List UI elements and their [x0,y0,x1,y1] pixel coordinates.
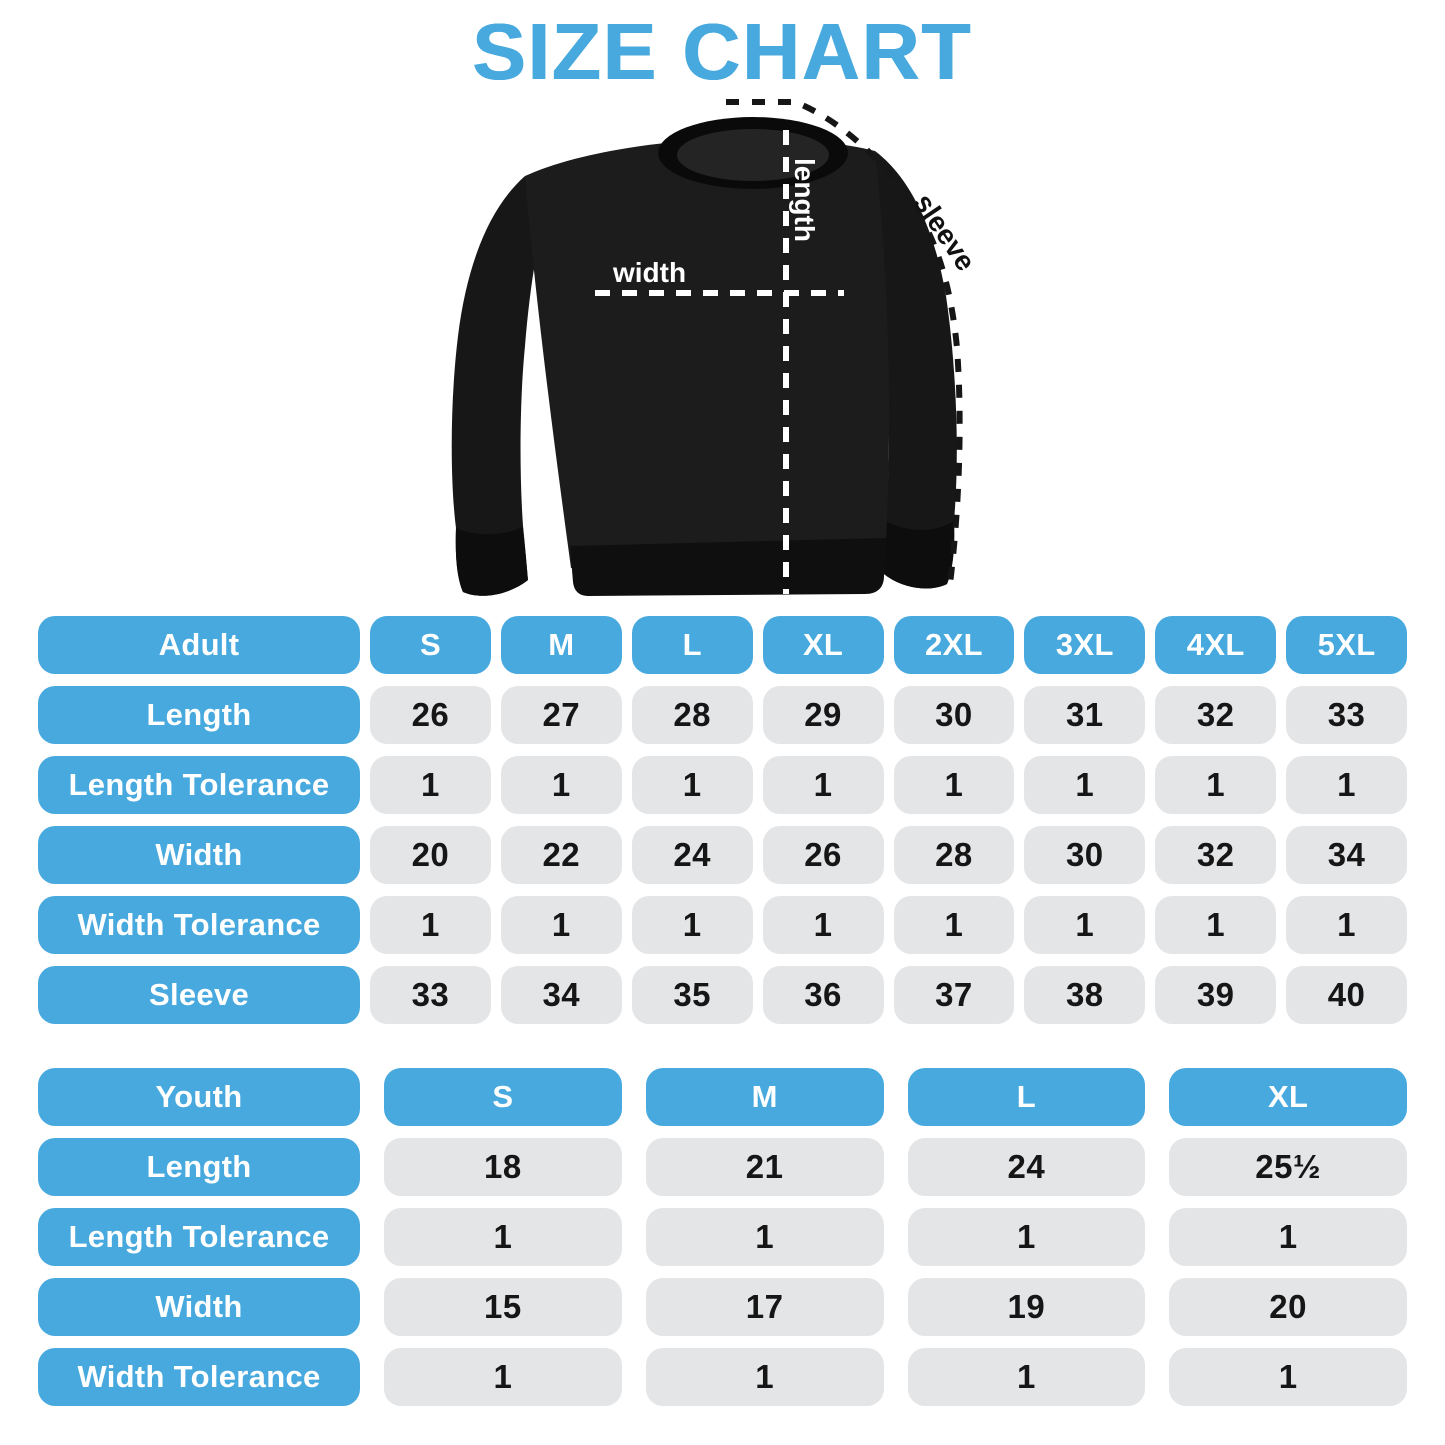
collar-inner [676,129,829,181]
value-cell: 33 [370,966,491,1024]
length-label: length [789,158,820,242]
size-column-header: M [500,616,622,674]
value-cell: 15 [384,1278,622,1336]
size-column-header: L [907,1068,1146,1126]
value-cell: 1 [1155,756,1277,814]
width-label: width [612,257,686,288]
value-cell: 1 [645,1348,884,1406]
value-cell: 27 [500,686,622,744]
size-column-header: XL [762,616,884,674]
value-cell: 1 [893,756,1015,814]
size-column-header: S [384,1068,622,1126]
value-cell: 1 [893,896,1015,954]
value-cell: 1 [907,1208,1146,1266]
value-cell: 1 [1024,896,1146,954]
value-cell: 1 [1155,896,1277,954]
value-cell: 39 [1155,966,1277,1024]
value-cell: 34 [500,966,622,1024]
value-cell: 1 [1169,1208,1407,1266]
value-cell: 30 [1024,826,1146,884]
row-label: Length [38,686,360,744]
size-column-header: M [645,1068,884,1126]
hem-band [569,538,886,596]
value-cell: 40 [1286,966,1407,1024]
value-cell: 1 [907,1348,1146,1406]
table-group-label: Adult [38,616,360,674]
torso [524,138,889,571]
value-cell: 32 [1155,686,1277,744]
value-cell: 1 [370,896,491,954]
row-label: Length Tolerance [38,756,360,814]
value-cell: 36 [762,966,884,1024]
value-cell: 24 [631,826,753,884]
size-column-header: 4XL [1155,616,1277,674]
value-cell: 1 [370,756,491,814]
row-label: Width Tolerance [38,1348,360,1406]
row-label: Width Tolerance [38,896,360,954]
value-cell: 1 [1169,1348,1407,1406]
value-cell: 22 [500,826,622,884]
left-sleeve [451,176,549,596]
right-cuff [883,521,954,589]
value-cell: 1 [384,1208,622,1266]
value-cell: 1 [1286,896,1407,954]
value-cell: 29 [762,686,884,744]
value-cell: 1 [1024,756,1146,814]
row-label: Sleeve [38,966,360,1024]
value-cell: 24 [907,1138,1146,1196]
value-cell: 1 [1286,756,1407,814]
table-group-label: Youth [38,1068,360,1126]
value-cell: 1 [500,896,622,954]
size-tables: Adult S M L XL 2XL 3XL 4XL 5XL Length 26 27 28 29 30 31… [0,616,1445,1406]
left-cuff [455,527,528,596]
size-column-header: L [631,616,753,674]
value-cell: 37 [893,966,1015,1024]
row-label: Width [38,826,360,884]
value-cell: 31 [1024,686,1146,744]
row-label: Length [38,1138,360,1196]
size-column-header: 2XL [893,616,1015,674]
value-cell: 30 [893,686,1015,744]
adult-size-table: Adult S M L XL 2XL 3XL 4XL 5XL Length 26 27 28 29 30 31… [38,616,1407,1024]
value-cell: 33 [1286,686,1407,744]
value-cell: 35 [631,966,753,1024]
value-cell: 26 [762,826,884,884]
sweatshirt-image: width length sleeve [451,99,981,596]
value-cell: 17 [645,1278,884,1336]
value-cell: 26 [370,686,491,744]
size-column-header: XL [1169,1068,1407,1126]
value-cell: 1 [500,756,622,814]
page-title: SIZE CHART [472,7,973,96]
size-column-header: S [370,616,491,674]
value-cell: 1 [762,896,884,954]
value-cell: 1 [762,756,884,814]
sweatshirt-diagram: width length sleeve [443,96,1003,608]
value-cell: 32 [1155,826,1277,884]
value-cell: 38 [1024,966,1146,1024]
row-label: Width [38,1278,360,1336]
value-cell: 28 [893,826,1015,884]
value-cell: 20 [370,826,491,884]
value-cell: 1 [631,756,753,814]
value-cell: 1 [645,1208,884,1266]
value-cell: 25½ [1169,1138,1407,1196]
youth-size-table: Youth S M L XL Length 18 21 24 25½ Length Toleranc… [38,1068,1407,1406]
size-column-header: 5XL [1286,616,1407,674]
sleeve-measure-line [725,99,963,585]
value-cell: 34 [1286,826,1407,884]
value-cell: 18 [384,1138,622,1196]
value-cell: 19 [907,1278,1146,1336]
value-cell: 21 [645,1138,884,1196]
value-cell: 1 [384,1348,622,1406]
size-column-header: 3XL [1024,616,1146,674]
row-label: Length Tolerance [38,1208,360,1266]
value-cell: 20 [1169,1278,1407,1336]
value-cell: 28 [631,686,753,744]
value-cell: 1 [631,896,753,954]
